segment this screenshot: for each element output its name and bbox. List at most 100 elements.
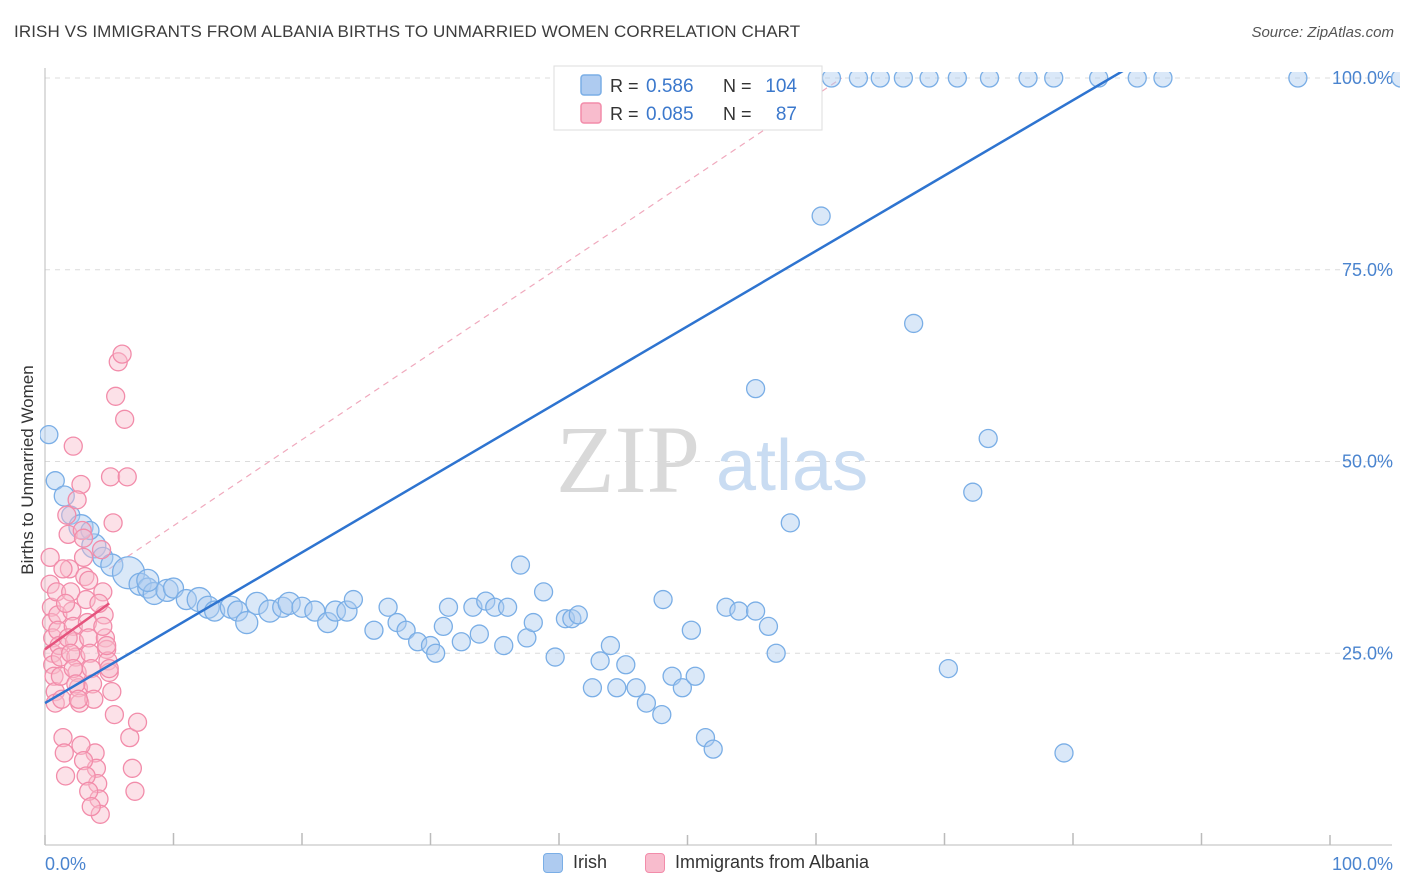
irish-point (729, 601, 749, 621)
irish-point (545, 647, 565, 667)
albania-point (79, 781, 99, 801)
irish-point (1018, 72, 1038, 88)
albania-point (91, 540, 112, 560)
irish-point (947, 72, 967, 88)
albania-point (41, 597, 62, 617)
x-tick-label-left: 0.0% (45, 854, 86, 874)
y-tick-label: 25.0% (1342, 643, 1393, 663)
albania-point (120, 727, 140, 748)
irish-point (343, 589, 364, 610)
albania-point (63, 436, 83, 456)
irish-point (469, 624, 489, 644)
irish-point (324, 600, 347, 622)
irish-trend-line (44, 72, 1124, 705)
irish-point (938, 658, 959, 679)
albania-trend-line (44, 602, 110, 651)
irish-point (1288, 72, 1308, 88)
y-tick-label: 100.0% (1332, 68, 1393, 88)
albania-point (55, 766, 76, 786)
albania-point (55, 593, 76, 614)
irish-point (811, 206, 831, 226)
irish-point (616, 655, 636, 675)
irish-point (396, 620, 416, 640)
irish-point (979, 72, 1000, 88)
irish-point (175, 588, 198, 611)
irish-point (336, 600, 358, 622)
albania-point (81, 797, 101, 817)
irish-point (870, 72, 890, 88)
stats-legend-r-value: 0.586 (646, 76, 694, 97)
albania-point (104, 704, 125, 725)
irish-point (68, 514, 94, 540)
albania-point (71, 474, 91, 495)
irish-point (672, 678, 693, 698)
bottom-legend: Irish Immigrants from Albania (0, 852, 1406, 878)
irish-point (766, 643, 786, 663)
albania-point (102, 681, 122, 702)
albania-point (76, 766, 96, 786)
irish-point (978, 428, 998, 449)
albania-point (73, 528, 94, 548)
irish-point (523, 612, 543, 633)
chart-title: IRISH VS IMMIGRANTS FROM ALBANIA BIRTHS … (14, 22, 801, 41)
irish-point (510, 555, 531, 575)
albania-point (73, 750, 94, 771)
chart-source: Source: ZipAtlas.com (1251, 24, 1394, 41)
albania-point (44, 666, 64, 686)
albania-point (62, 601, 82, 621)
albania-point (53, 727, 73, 748)
irish-point (695, 727, 716, 748)
irish-point (45, 471, 65, 491)
irish-point (653, 589, 673, 610)
stats-legend: R = 0.586 N = 104 R = 0.085 N = 87 (553, 65, 823, 131)
irish-point (494, 635, 514, 656)
irish-point (568, 605, 588, 625)
irish-point (291, 596, 313, 618)
irish-point (235, 610, 259, 635)
irish-point (438, 597, 459, 617)
irish-point (433, 616, 454, 637)
albania-point (40, 574, 60, 594)
albania-point (67, 490, 87, 510)
irish-point (821, 72, 842, 88)
albania-point (40, 547, 60, 568)
irish-point (100, 553, 124, 577)
irish-point (451, 632, 471, 652)
irish-point (745, 378, 766, 399)
irish-point (1127, 72, 1147, 88)
albania-point (112, 344, 132, 364)
albania-point (57, 505, 77, 525)
irish-point (497, 597, 518, 617)
legend-item-irish: Irish (543, 852, 607, 873)
irish-point (758, 616, 779, 637)
irish-point (1054, 743, 1074, 763)
irish-point (277, 591, 301, 616)
albania-point (79, 570, 99, 591)
albania-point (97, 635, 117, 656)
y-tick-label: 75.0% (1342, 260, 1393, 280)
irish-point (904, 313, 924, 334)
stats-legend-r-label: R = (610, 104, 639, 124)
irish-point (533, 582, 554, 602)
irish-point (582, 678, 603, 698)
albania-point (84, 689, 104, 709)
irish-point (681, 620, 702, 640)
legend-swatch-albania (645, 852, 665, 873)
irish-point (378, 597, 398, 617)
albania-point (73, 547, 94, 568)
albania-point (117, 467, 137, 487)
irish-point (155, 578, 179, 603)
irish-point (425, 643, 446, 663)
albania-point (93, 582, 113, 602)
irish-point (745, 601, 766, 621)
albania-point (58, 524, 78, 545)
albania-point (103, 513, 123, 533)
irish-point (919, 72, 939, 88)
albania-point (68, 689, 89, 709)
albania-point (125, 781, 145, 801)
irish-point (600, 635, 621, 656)
irish-point (652, 704, 672, 725)
irish-point (685, 666, 705, 686)
stats-legend-n-label: N = (723, 104, 752, 124)
